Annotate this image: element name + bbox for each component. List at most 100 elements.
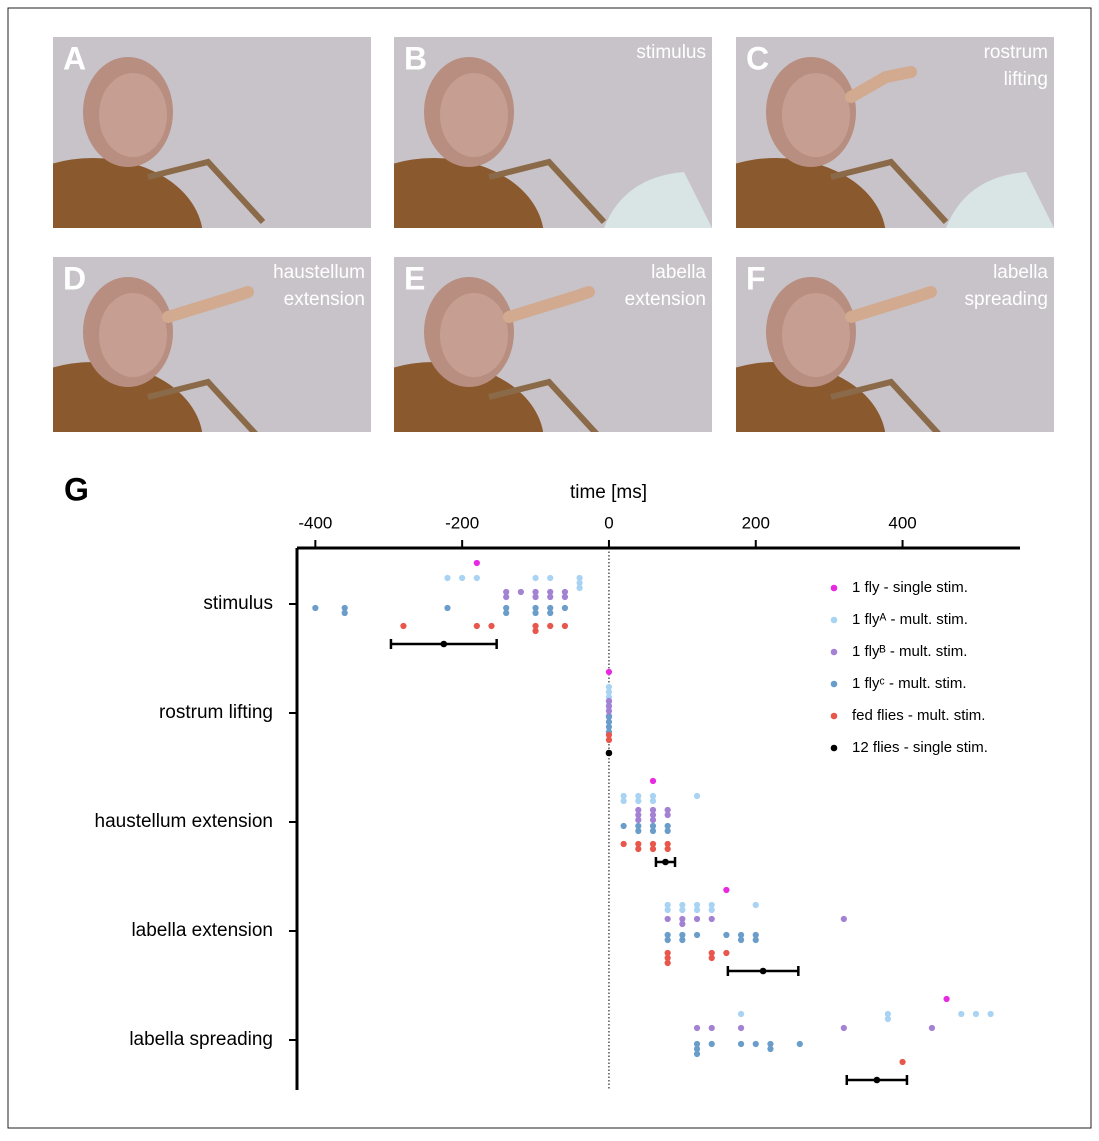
data-point xyxy=(562,594,568,600)
data-point xyxy=(518,589,524,595)
photo-panel: Flabellaspreading xyxy=(666,257,1054,522)
y-tick-label: haustellum extension xyxy=(95,811,274,832)
panel-caption: extension xyxy=(284,289,365,310)
data-point xyxy=(444,575,450,581)
data-point xyxy=(958,1011,964,1017)
data-point xyxy=(694,1051,700,1057)
legend-label: 1 fly - single stim. xyxy=(852,579,968,596)
panel-caption: haustellum xyxy=(273,262,365,283)
panel-label: D xyxy=(63,260,86,296)
data-point xyxy=(738,1011,744,1017)
figure: ABstimulusCrostrumliftingDhaustellumexte… xyxy=(0,0,1099,1136)
data-point xyxy=(753,937,759,943)
data-point xyxy=(635,828,641,834)
mean-point xyxy=(874,1077,881,1084)
data-point xyxy=(738,937,744,943)
data-point xyxy=(547,610,553,616)
x-tick-label: -400 xyxy=(298,513,332,532)
data-point xyxy=(973,1011,979,1017)
data-point xyxy=(635,817,641,823)
data-point xyxy=(679,907,685,913)
legend-marker xyxy=(831,617,838,624)
data-point xyxy=(562,623,568,629)
panel-caption: stimulus xyxy=(636,42,706,63)
legend-marker xyxy=(831,681,838,688)
x-tick-label: 0 xyxy=(604,513,613,532)
data-point xyxy=(400,623,406,629)
data-point xyxy=(694,932,700,938)
data-point xyxy=(694,793,700,799)
data-point xyxy=(474,575,480,581)
mean-point xyxy=(606,750,613,757)
panel-label: C xyxy=(746,40,769,76)
data-point xyxy=(899,1059,905,1065)
x-tick-label: 200 xyxy=(742,513,770,532)
data-point xyxy=(694,907,700,913)
data-point xyxy=(621,798,627,804)
panel-caption: labella xyxy=(993,262,1048,283)
data-point xyxy=(988,1011,994,1017)
legend-label: 12 flies - single stim. xyxy=(852,739,988,756)
data-point xyxy=(709,916,715,922)
data-point xyxy=(709,1025,715,1031)
data-point xyxy=(606,737,612,743)
legend-marker xyxy=(831,713,838,720)
data-point xyxy=(547,623,553,629)
data-point xyxy=(709,907,715,913)
data-point xyxy=(621,823,627,829)
data-point xyxy=(665,846,671,852)
data-point xyxy=(841,916,847,922)
legend-marker xyxy=(831,585,838,592)
data-point xyxy=(841,1025,847,1031)
fly-eye xyxy=(99,73,167,157)
data-point xyxy=(797,1041,803,1047)
y-tick-label: labella extension xyxy=(131,920,273,941)
fly-eye xyxy=(440,293,508,377)
data-point xyxy=(503,594,509,600)
data-point xyxy=(723,932,729,938)
data-point xyxy=(621,841,627,847)
y-tick-label: stimulus xyxy=(203,593,273,614)
legend-label: 1 flyᴮ - mult. stim. xyxy=(852,643,967,660)
data-point xyxy=(709,955,715,961)
data-point xyxy=(547,575,553,581)
data-point xyxy=(650,778,656,784)
data-point xyxy=(929,1025,935,1031)
data-point xyxy=(474,623,480,629)
x-tick-label: -200 xyxy=(445,513,479,532)
panel-label: G xyxy=(64,471,89,507)
panel-caption: spreading xyxy=(965,289,1048,310)
panel-caption: labella xyxy=(651,262,706,283)
data-point xyxy=(547,594,553,600)
data-point xyxy=(650,817,656,823)
photo-panels: ABstimulusCrostrumliftingDhaustellumexte… xyxy=(0,37,1054,522)
data-point xyxy=(753,902,759,908)
photo-panel: Elabella extension xyxy=(324,257,712,522)
data-point xyxy=(665,907,671,913)
data-point xyxy=(474,560,480,566)
panel-caption: extension xyxy=(625,289,706,310)
legend-label: fed flies - mult. stim. xyxy=(852,707,985,724)
data-point xyxy=(650,828,656,834)
panel-label: B xyxy=(404,40,427,76)
data-point xyxy=(635,846,641,852)
legend-label: 1 flyᶜ - mult. stim. xyxy=(852,675,967,692)
data-point xyxy=(738,1041,744,1047)
data-point xyxy=(665,937,671,943)
data-point xyxy=(444,605,450,611)
y-tick-label: rostrum lifting xyxy=(159,702,273,723)
fly-eye xyxy=(440,73,508,157)
data-point xyxy=(312,605,318,611)
data-point xyxy=(694,916,700,922)
data-point xyxy=(943,996,949,1002)
mean-point xyxy=(441,641,448,648)
data-point xyxy=(694,1025,700,1031)
panel-label: E xyxy=(404,260,425,296)
fly-eye xyxy=(782,293,850,377)
mean-point xyxy=(760,968,767,975)
data-point xyxy=(767,1046,773,1052)
legend-marker xyxy=(831,745,838,752)
data-point xyxy=(576,585,582,591)
data-point xyxy=(665,812,671,818)
